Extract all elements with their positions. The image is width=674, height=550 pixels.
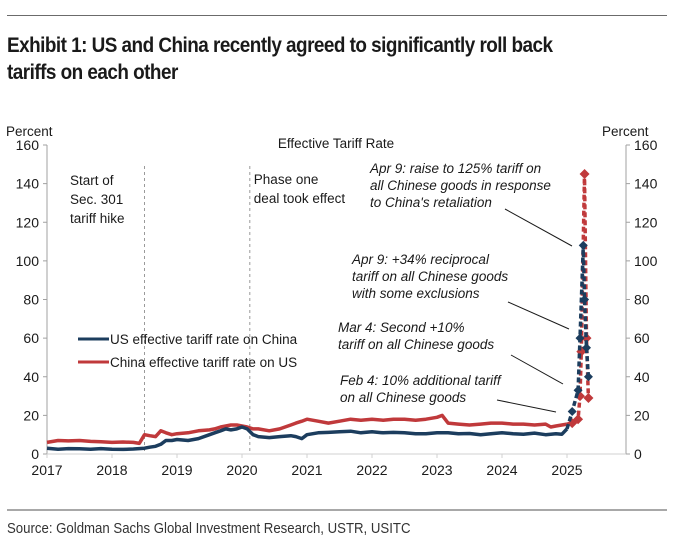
bottom-rule (7, 509, 667, 511)
legend-label: US effective tariff rate on China (110, 332, 298, 347)
us-data-marker (583, 372, 593, 382)
y-tick-label-right: 60 (634, 330, 650, 346)
annotation-text: Apr 9: raise to 125% tariff on (369, 161, 541, 176)
annotation-leader (504, 208, 573, 247)
tariff-chart: Effective Tariff Rate Percent Percent 0 0… (6, 124, 658, 478)
x-tick-label: 2022 (356, 462, 387, 478)
title-line-1: Exhibit 1: US and China recently agreed … (7, 33, 553, 57)
y-tick-label-right: 120 (634, 214, 658, 230)
event-label: tariff hike (70, 211, 125, 226)
y-tick-label-left: 0 (31, 446, 39, 462)
title-line-2: tariffs on each other (7, 60, 178, 84)
exhibit-title: Exhibit 1: US and China recently agreed … (7, 32, 588, 86)
chart-title: Effective Tariff Rate (278, 136, 394, 151)
y-axis-label-left: Percent (6, 124, 53, 139)
annotation-text: Apr 9: +34% reciprocal (351, 252, 490, 267)
china-data-marker (583, 392, 594, 403)
annotation-text: all Chinese goods in response (370, 178, 551, 193)
y-tick-label-right: 160 (634, 137, 658, 153)
us-data-marker (582, 343, 591, 353)
us-tariff-line-dashed (565, 243, 591, 430)
y-tick-label-right: 0 (634, 446, 642, 462)
x-tick-label: 2017 (31, 462, 62, 478)
annotation-leader (507, 301, 570, 330)
y-tick-label-left: 80 (23, 292, 39, 308)
y-tick-label-right: 100 (634, 253, 658, 269)
legend-label: China effective tariff rate on US (110, 355, 297, 370)
y-tick-label-left: 120 (16, 214, 40, 230)
annotation-text: with some exclusions (352, 286, 480, 301)
x-tick-label: 2018 (96, 462, 127, 478)
y-tick-label-right: 40 (634, 369, 650, 385)
china-data-marker (581, 333, 592, 344)
us-data-marker (573, 385, 583, 395)
y-tick-label-left: 100 (16, 253, 40, 269)
annotation-text: Feb 4: 10% additional tariff (340, 373, 502, 388)
x-tick-label: 2025 (551, 462, 582, 478)
y-tick-label-left: 20 (23, 407, 39, 423)
us-data-marker (567, 407, 577, 417)
x-tick-label: 2020 (226, 462, 257, 478)
y-axis-label-right: Percent (602, 124, 649, 139)
x-tick-label: 2023 (421, 462, 452, 478)
annotation-text: on all Chinese goods (340, 390, 466, 405)
y-tick-label-left: 160 (16, 137, 40, 153)
x-tick-label: 2021 (291, 462, 322, 478)
x-tick-label: 2024 (486, 462, 517, 478)
annotation-text: tariff on all Chinese goods (352, 269, 508, 284)
event-label: Sec. 301 (70, 192, 123, 207)
y-tick-label-left: 40 (23, 369, 39, 385)
source-note: Source: Goldman Sachs Global Investment … (7, 520, 411, 537)
y-tick-label-left: 140 (16, 176, 40, 192)
top-rule (7, 15, 667, 16)
us-tariff-line (46, 425, 569, 452)
annotation-leader (496, 399, 557, 413)
china-tariff-line (46, 413, 568, 446)
china-data-marker (573, 414, 584, 425)
us-data-marker (575, 333, 585, 343)
annotation-text: tariff on all Chinese goods (338, 337, 494, 352)
event-label: Phase one (254, 172, 319, 187)
x-tick-label: 2019 (161, 462, 192, 478)
annotation-text: to China's retaliation (370, 195, 492, 210)
annotation-leader (510, 354, 564, 385)
event-label: deal took effect (254, 191, 346, 206)
annotation-text: Mar 4: Second +10% (338, 320, 464, 335)
event-label: Start of (70, 173, 114, 188)
y-tick-label-right: 140 (634, 176, 658, 192)
us-data-marker (578, 240, 588, 250)
y-tick-label-left: 60 (23, 330, 39, 346)
y-tick-label-right: 20 (634, 407, 650, 423)
china-data-marker (579, 168, 590, 179)
us-data-marker (580, 295, 590, 304)
y-tick-label-right: 80 (634, 292, 650, 308)
